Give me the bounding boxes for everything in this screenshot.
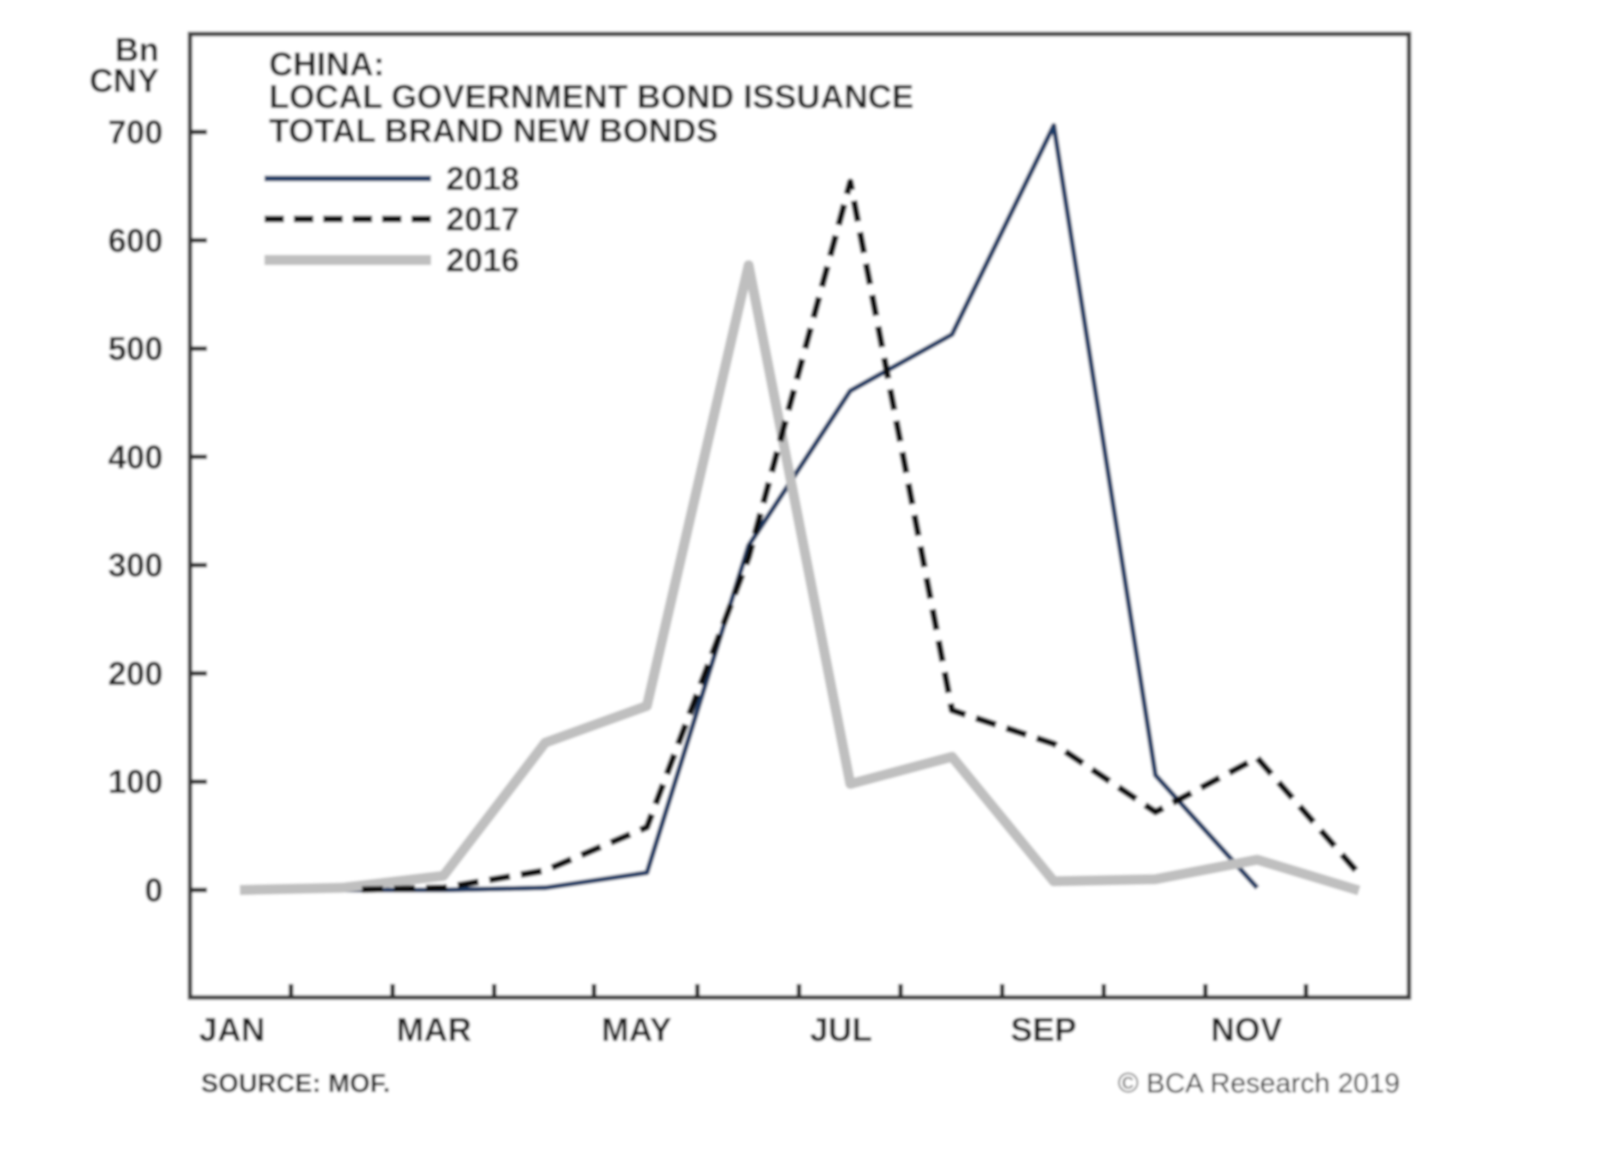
svg-text:0: 0 [145,872,163,909]
svg-text:500: 500 [108,330,163,367]
svg-text:700: 700 [108,114,163,151]
svg-text:Bn: Bn [115,31,159,68]
svg-text:JUL: JUL [810,1011,872,1048]
svg-text:400: 400 [108,438,163,475]
svg-text:MAR: MAR [396,1011,471,1048]
svg-text:CHINA:: CHINA: [269,46,384,83]
svg-text:LOCAL GOVERNMENT BOND ISSUANCE: LOCAL GOVERNMENT BOND ISSUANCE [269,78,914,115]
svg-text:2018: 2018 [446,160,519,197]
svg-text:MAY: MAY [601,1011,671,1048]
svg-text:TOTAL BRAND NEW BONDS: TOTAL BRAND NEW BONDS [269,112,718,149]
svg-text:300: 300 [108,547,163,584]
svg-text:600: 600 [108,222,163,259]
svg-text:SEP: SEP [1010,1011,1076,1048]
svg-text:JAN: JAN [199,1011,265,1048]
svg-text:CNY: CNY [89,62,159,99]
svg-text:2017: 2017 [446,201,519,238]
svg-text:NOV: NOV [1211,1011,1283,1048]
svg-text:2016: 2016 [446,242,519,279]
svg-text:100: 100 [108,763,163,800]
svg-text:© BCA Research 2019: © BCA Research 2019 [1118,1068,1400,1099]
svg-text:SOURCE: MOF.: SOURCE: MOF. [201,1068,390,1098]
svg-text:200: 200 [108,655,163,692]
